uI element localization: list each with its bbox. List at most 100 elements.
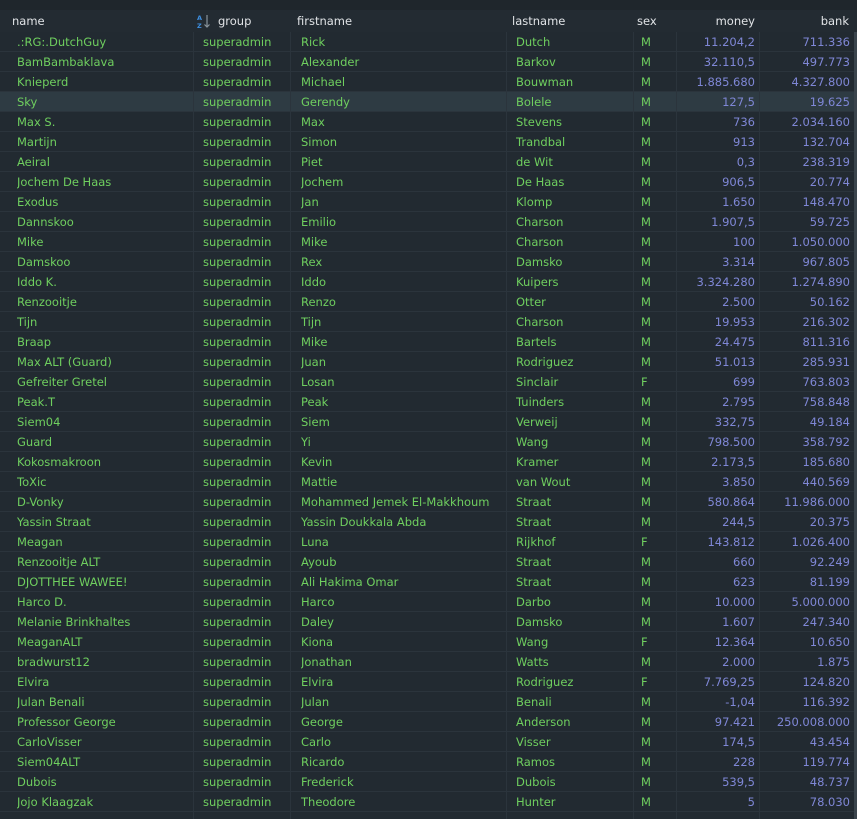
column-header-group[interactable]: group (218, 14, 252, 28)
sort-alpha-ascending-icon[interactable]: A Z (196, 13, 212, 29)
cell-group: superadmin (203, 135, 272, 149)
table-row[interactable]: Max ALT (Guard) superadmin Juan Rodriguez M 5… (0, 352, 857, 372)
table-row[interactable]: ToXic superadmin Mattie van Wout M 3.850 440.5… (0, 472, 857, 492)
cell-sex: M (641, 115, 651, 129)
table-row[interactable]: Jojo Klaagzak superadmin Theodore Hunter M 5 7… (0, 792, 857, 812)
cell-bank: 1.875 (817, 655, 850, 669)
table-row[interactable]: Elvira superadmin Elvira Rodriguez F 7.769,25… (0, 672, 857, 692)
cell-firstname: Jonathan (301, 655, 352, 669)
table-row[interactable]: Julan Benali superadmin Julan Benali M -1,04 1… (0, 692, 857, 712)
table-row[interactable]: Dannskoo superadmin Emilio Charson M 1.907,5 5… (0, 212, 857, 232)
cell-group: superadmin (203, 75, 272, 89)
table-row[interactable]: Siem04ALT superadmin Ricardo Ramos M 228 119.7… (0, 752, 857, 772)
cell-money: 332,75 (714, 415, 755, 429)
cell-name: Dannskoo (17, 215, 74, 229)
svg-text:Z: Z (197, 22, 202, 29)
cell-lastname: Benali (516, 695, 552, 709)
cell-group: superadmin (203, 275, 272, 289)
cell-money: 32.110,5 (703, 55, 755, 69)
table-row[interactable]: Max S. superadmin Max Stevens M 736 2.034.160 (0, 112, 857, 132)
cell-firstname: Renzo (301, 295, 336, 309)
cell-firstname: Ricardo (301, 755, 345, 769)
table-row[interactable]: D-Vonky superadmin Mohammed Jemek El-Makkh… (0, 492, 857, 512)
table-row[interactable]: Martijn superadmin Simon Trandbal M 913 132.70… (0, 132, 857, 152)
table-row[interactable]: Tijn superadmin Tijn Charson M 19.953 216.302 (0, 312, 857, 332)
table-body: .:RG:.DutchGuy superadmin Rick Dutch M 11.204… (0, 32, 857, 812)
table-row[interactable]: Guard superadmin Yi Wang M 798.500 358.792 (0, 432, 857, 452)
cell-lastname: Straat (516, 515, 552, 529)
cell-firstname: Daley (301, 615, 334, 629)
cell-group: superadmin (203, 675, 272, 689)
cell-bank: 238.319 (802, 155, 850, 169)
cell-sex: F (641, 375, 648, 389)
table-row[interactable]: Jochem De Haas superadmin Jochem De Haas M 90… (0, 172, 857, 192)
column-divider (633, 32, 634, 819)
table-row[interactable]: BamBambaklava superadmin Alexander Barkov M 3… (0, 52, 857, 72)
cell-group: superadmin (203, 435, 272, 449)
table-row[interactable]: CarloVisser superadmin Carlo Visser M 174,5 43… (0, 732, 857, 752)
cell-name: DJOTTHEE WAWEE! (17, 575, 128, 589)
cell-sex: M (641, 555, 651, 569)
table-row[interactable]: Renzooitje superadmin Renzo Otter M 2.500 50.1… (0, 292, 857, 312)
table-row[interactable]: Professor George superadmin George Anderson… (0, 712, 857, 732)
cell-sex: M (641, 455, 651, 469)
table-row[interactable]: Knieperd superadmin Michael Bouwman M 1.885.6… (0, 72, 857, 92)
table-row[interactable]: Dubois superadmin Frederick Dubois M 539,5 48.… (0, 772, 857, 792)
table-row[interactable]: Peak.T superadmin Peak Tuinders M 2.795 758.84… (0, 392, 857, 412)
table-row[interactable]: Braap superadmin Mike Bartels M 24.475 811.316 (0, 332, 857, 352)
table-row[interactable]: .:RG:.DutchGuy superadmin Rick Dutch M 11.204… (0, 32, 857, 52)
cell-sex: M (641, 315, 651, 329)
cell-bank: 763.803 (802, 375, 850, 389)
cell-sex: M (641, 75, 651, 89)
scrollbar[interactable] (854, 32, 857, 819)
table-row[interactable]: Melanie Brinkhaltes superadmin Daley Damsko… (0, 612, 857, 632)
cell-firstname: Mohammed Jemek El-Makkhoum (301, 495, 490, 509)
table-row[interactable]: Damskoo superadmin Rex Damsko M 3.314 967.805 (0, 252, 857, 272)
column-header-bank[interactable]: bank (820, 14, 849, 28)
table-row[interactable]: Meagan superadmin Luna Rijkhof F 143.812 1.026… (0, 532, 857, 552)
cell-group: superadmin (203, 555, 272, 569)
cell-lastname: Bartels (516, 335, 557, 349)
table-row[interactable]: MeaganALT superadmin Kiona Wang F 12.364 10.65… (0, 632, 857, 652)
cell-lastname: Otter (516, 295, 546, 309)
table-row[interactable]: Mike superadmin Mike Charson M 100 1.050.000 (0, 232, 857, 252)
table-row[interactable]: DJOTTHEE WAWEE! superadmin Ali Hakima Omar… (0, 572, 857, 592)
cell-money: 3.324.280 (696, 275, 755, 289)
column-header-money[interactable]: money (715, 14, 755, 28)
cell-lastname: Damsko (516, 615, 563, 629)
cell-firstname: Kevin (301, 455, 333, 469)
table-row[interactable]: Exodus superadmin Jan Klomp M 1.650 148.470 (0, 192, 857, 212)
table-row[interactable]: Siem04 superadmin Siem Verweij M 332,75 49.184 (0, 412, 857, 432)
cell-bank: 2.034.160 (791, 115, 850, 129)
table-row[interactable]: Aeiral superadmin Piet de Wit M 0,3 238.319 (0, 152, 857, 172)
table-row[interactable]: Kokosmakroon superadmin Kevin Kramer M 2.173,… (0, 452, 857, 472)
cell-sex: M (641, 735, 651, 749)
table-row[interactable]: Iddo K. superadmin Iddo Kuipers M 3.324.280 1.… (0, 272, 857, 292)
table-row[interactable]: bradwurst12 superadmin Jonathan Watts M 2.000… (0, 652, 857, 672)
column-header-lastname[interactable]: lastname (512, 14, 566, 28)
cell-firstname: Juan (301, 355, 327, 369)
cell-lastname: Straat (516, 555, 552, 569)
table-row[interactable]: Yassin Straat superadmin Yassin Doukkala A… (0, 512, 857, 532)
cell-money: 7.769,25 (703, 675, 755, 689)
cell-firstname: Theodore (301, 795, 356, 809)
cell-bank: 50.162 (809, 295, 850, 309)
cell-lastname: Sinclair (516, 375, 559, 389)
cell-sex: M (641, 135, 651, 149)
cell-sex: M (641, 755, 651, 769)
column-header-name[interactable]: name (12, 14, 45, 28)
column-header-sex[interactable]: sex (637, 14, 657, 28)
cell-money: 736 (733, 115, 755, 129)
cell-money: 10.000 (714, 595, 755, 609)
cell-lastname: Charson (516, 215, 564, 229)
column-header-firstname[interactable]: firstname (297, 14, 353, 28)
cell-firstname: Harco (301, 595, 335, 609)
cell-bank: 4.327.800 (791, 75, 850, 89)
table-row[interactable]: Sky superadmin Gerendy Bolele M 127,5 19.625 (0, 92, 857, 112)
cell-bank: 119.774 (802, 755, 850, 769)
table-row[interactable]: Gefreiter Gretel superadmin Losan Sinclair F… (0, 372, 857, 392)
table-row[interactable]: Renzooitje ALT superadmin Ayoub Straat M 660 9… (0, 552, 857, 572)
cell-money: 906,5 (722, 175, 755, 189)
cell-firstname: Mike (301, 235, 328, 249)
table-row[interactable]: Harco D. superadmin Harco Darbo M 10.000 5.000… (0, 592, 857, 612)
